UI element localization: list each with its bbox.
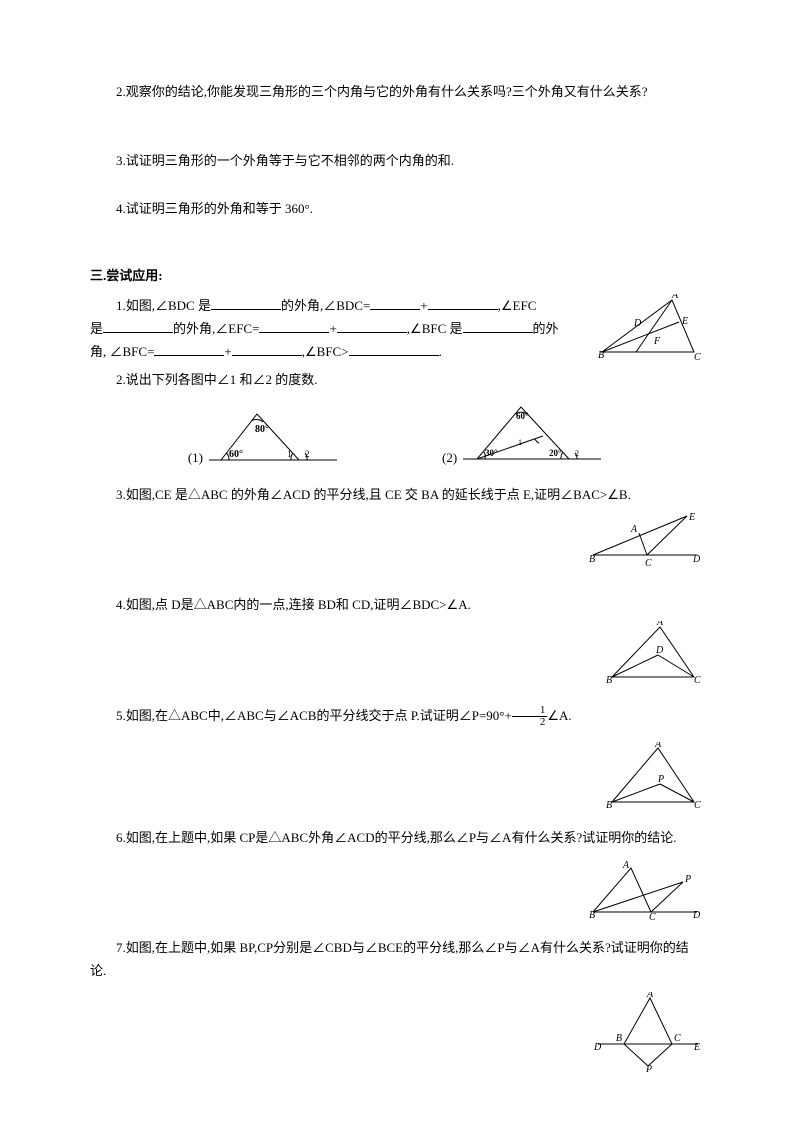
diagram-s4: A B C D <box>604 621 704 686</box>
question-s5: 5.如图,在△ABC中,∠ABC与∠ACB的平分线交于点 P.试证明∠P=90°… <box>90 704 704 729</box>
svg-text:C: C <box>694 675 701 686</box>
svg-text:C: C <box>694 800 701 811</box>
diagram-s7: A B C D E P <box>594 992 704 1072</box>
question-s4: 4.如图,点 D是△ABC内的一点,连接 BD和 CD,证明∠BDC>∠A. <box>90 593 704 616</box>
svg-text:C: C <box>645 558 652 569</box>
diagram-s2-row: (1) 80° 60° 1 2 (2) <box>90 399 704 469</box>
svg-text:D: D <box>692 554 701 565</box>
svg-text:A: A <box>646 992 654 1000</box>
svg-text:60°: 60° <box>229 449 243 460</box>
svg-text:B: B <box>616 1033 622 1044</box>
svg-text:B: B <box>589 910 595 921</box>
question-s7: 7.如图,在上题中,如果 BP,CP分别是∠CBD与∠BCE的平分线,那么∠P与… <box>90 936 704 983</box>
svg-text:D: D <box>633 318 642 329</box>
svg-text:E: E <box>681 316 688 327</box>
svg-text:D: D <box>594 1042 602 1053</box>
question-s6: 6.如图,在上题中,如果 CP是△ABC外角∠ACD的平分线,那么∠P与∠A有什… <box>90 826 704 849</box>
svg-text:C: C <box>694 352 701 363</box>
svg-text:C: C <box>649 912 656 922</box>
question-s3: 3.如图,CE 是△ABC 的外角∠ACD 的平分线,且 CE 交 BA 的延长… <box>90 483 704 506</box>
diagram-s2-2: 60° 30° 20° 1 2 <box>461 399 606 469</box>
svg-text:60°: 60° <box>516 411 529 421</box>
svg-text:A: A <box>671 294 679 301</box>
diagram-s2-2-label: (2) <box>442 446 457 469</box>
svg-text:A: A <box>622 860 630 871</box>
svg-text:B: B <box>589 554 595 565</box>
svg-text:P: P <box>645 1064 652 1072</box>
svg-text:2: 2 <box>575 449 579 458</box>
diagram-q1: A B C D E F <box>594 294 704 364</box>
svg-text:C: C <box>674 1033 681 1044</box>
svg-text:D: D <box>692 910 701 921</box>
diagram-s3: A E B C D <box>589 510 704 575</box>
svg-text:2: 2 <box>305 449 310 459</box>
question-s2: 2.说出下列各图中∠1 和∠2 的度数. <box>90 368 704 391</box>
diagram-s6: A B C D P <box>589 860 704 922</box>
svg-text:B: B <box>606 675 612 686</box>
svg-text:20°: 20° <box>549 448 562 458</box>
svg-text:P: P <box>684 874 691 885</box>
question-2: 2.观察你的结论,你能发现三角形的三个内角与它的外角有什么关系吗?三个外角又有什… <box>90 80 704 103</box>
question-4: 4.试证明三角形的外角和等于 360°. <box>90 197 704 220</box>
section-3-title: 三.尝试应用: <box>90 264 704 287</box>
svg-text:D: D <box>655 645 664 656</box>
svg-text:A: A <box>656 621 664 628</box>
svg-text:80°: 80° <box>255 424 269 435</box>
svg-text:B: B <box>598 350 604 361</box>
diagram-s5: A B C P <box>604 742 704 812</box>
svg-text:F: F <box>653 336 661 347</box>
svg-text:A: A <box>654 742 662 750</box>
svg-text:P: P <box>657 774 664 785</box>
svg-text:1: 1 <box>518 438 522 447</box>
svg-text:A: A <box>630 524 638 535</box>
question-3: 3.试证明三角形的一个外角等于与它不相邻的两个内角的和. <box>90 149 704 172</box>
svg-text:30°: 30° <box>485 448 498 458</box>
svg-text:1: 1 <box>287 449 292 459</box>
svg-text:E: E <box>688 512 695 523</box>
diagram-s2-1: 80° 60° 1 2 <box>207 404 342 469</box>
svg-text:B: B <box>606 800 612 811</box>
diagram-s2-1-label: (1) <box>188 446 203 469</box>
svg-text:E: E <box>693 1042 700 1053</box>
